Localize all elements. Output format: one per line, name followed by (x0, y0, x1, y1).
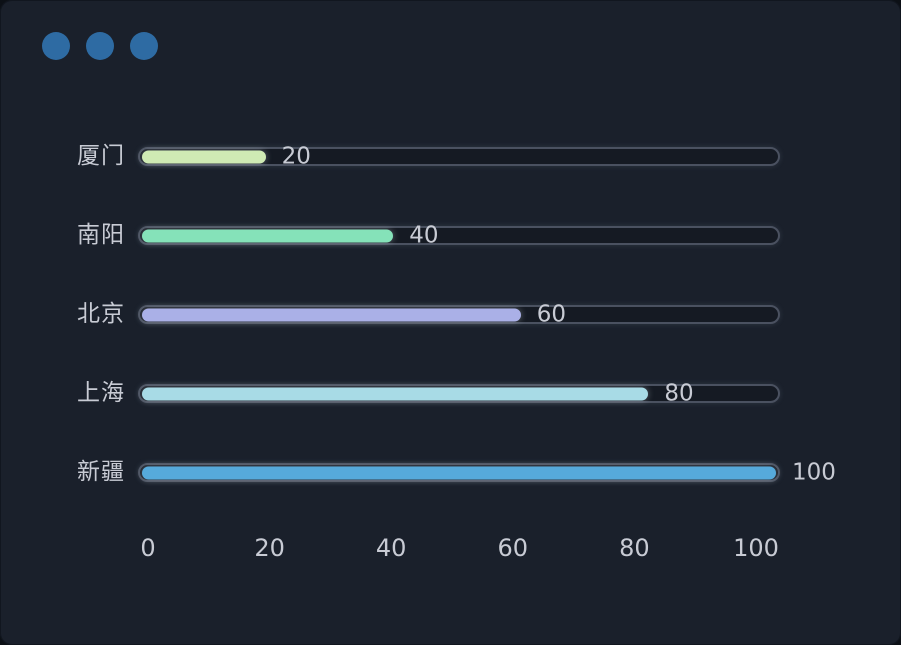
value-label: 80 (664, 380, 694, 406)
category-label: 北京 (77, 301, 125, 327)
window-dot-3[interactable] (130, 32, 158, 60)
bar-track: 100 (138, 461, 836, 484)
bar[interactable] (142, 308, 521, 321)
axis-tick-label: 60 (497, 534, 529, 562)
value-label: 40 (409, 222, 439, 248)
bar-track: 60 (138, 301, 780, 327)
bar[interactable] (142, 229, 394, 242)
chart-row: 厦门 20 (0, 117, 901, 196)
bar[interactable] (142, 387, 649, 400)
axis-tick-label: 40 (375, 534, 407, 562)
category-label: 新疆 (77, 459, 125, 485)
horizontal-bar-chart: 厦门 20 南阳 40 北京 60 上海 80 新疆 100 0 20 40 60 80 100 (0, 117, 901, 570)
chart-row: 南阳 40 (0, 196, 901, 275)
chart-rows: 厦门 20 南阳 40 北京 60 上海 80 新疆 100 (0, 117, 901, 512)
titlebar (0, 0, 901, 60)
category-label: 厦门 (77, 143, 125, 169)
category-label: 上海 (77, 380, 125, 406)
value-label: 100 (792, 459, 836, 485)
value-label: 60 (536, 301, 567, 327)
bar-track: 20 (138, 143, 780, 169)
chart-row: 北京 60 (0, 275, 901, 354)
category-label: 南阳 (77, 222, 125, 248)
bar-track: 80 (138, 380, 780, 406)
value-label: 20 (281, 143, 311, 169)
axis-tick-label: 100 (733, 534, 779, 562)
bar-track: 40 (138, 222, 780, 248)
x-axis: 0 20 40 60 80 100 (140, 526, 779, 570)
window-dot-1[interactable] (42, 32, 70, 60)
chart-row: 新疆 100 (0, 433, 901, 512)
axis-tick-label: 0 (140, 534, 156, 562)
axis-tick-label: 20 (254, 534, 285, 562)
window-dot-2[interactable] (86, 32, 114, 60)
chart-row: 上海 80 (0, 354, 901, 433)
axis-tick-label: 80 (619, 534, 650, 562)
bar[interactable] (142, 466, 776, 479)
bar[interactable] (142, 150, 266, 163)
